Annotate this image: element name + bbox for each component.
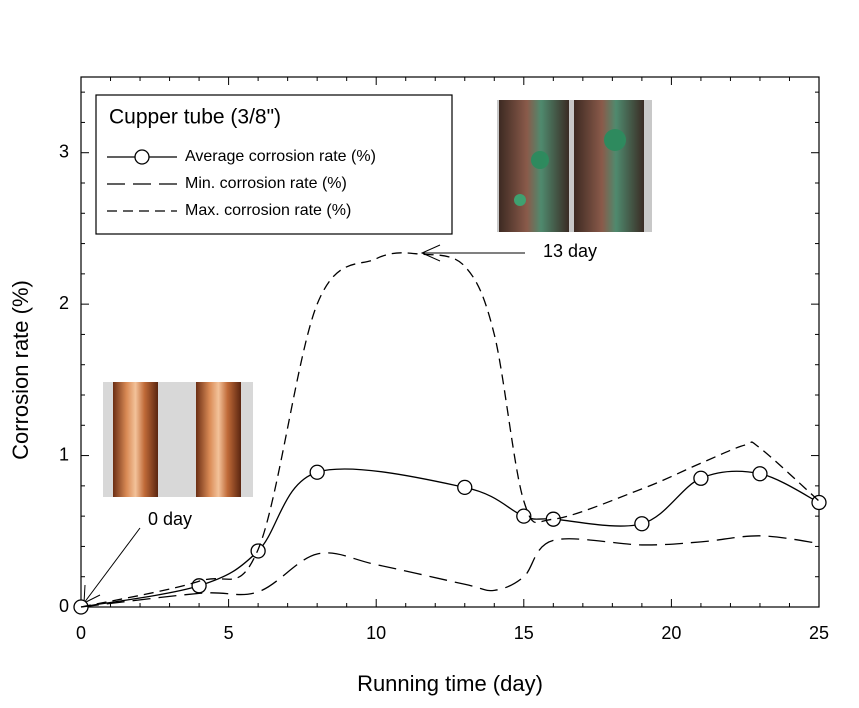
data-point xyxy=(309,464,325,480)
y-axis-label: Corrosion rate (%) xyxy=(8,280,33,460)
x-tick-label: 5 xyxy=(224,623,234,643)
x-tick-label: 15 xyxy=(514,623,534,643)
y-tick-label: 0 xyxy=(59,596,69,616)
legend-label: Max. corrosion rate (%) xyxy=(185,202,351,219)
photo-0-day xyxy=(103,382,253,497)
x-tick-label: 25 xyxy=(809,623,829,643)
x-tick-label: 20 xyxy=(661,623,681,643)
y-tick-label: 1 xyxy=(59,444,69,464)
plot-frame xyxy=(80,76,820,608)
data-point xyxy=(545,511,561,527)
y-tick-label: 3 xyxy=(59,141,69,161)
data-point xyxy=(634,516,650,532)
data-point xyxy=(516,508,532,524)
data-point xyxy=(752,466,768,482)
data-point xyxy=(457,479,473,496)
data-point xyxy=(693,470,709,486)
photo-13-day xyxy=(497,100,652,232)
series-line xyxy=(80,252,820,608)
x-axis-label: Running time (day) xyxy=(357,671,543,696)
annotation: 0 day xyxy=(148,509,192,529)
legend-title: Cupper tube (3/8") xyxy=(109,106,281,129)
annotation-arrow xyxy=(420,244,441,262)
x-tick-label: 10 xyxy=(366,623,386,643)
y-tick-label: 2 xyxy=(59,293,69,313)
data-point xyxy=(811,494,827,511)
legend-label: Average corrosion rate (%) xyxy=(185,148,376,165)
x-tick-label: 0 xyxy=(76,623,86,643)
series-line xyxy=(80,535,820,608)
annotation: 13 day xyxy=(543,241,597,261)
legend-label: Min. corrosion rate (%) xyxy=(185,175,347,192)
legend-marker xyxy=(134,149,150,165)
annotation-arrow xyxy=(83,527,141,604)
